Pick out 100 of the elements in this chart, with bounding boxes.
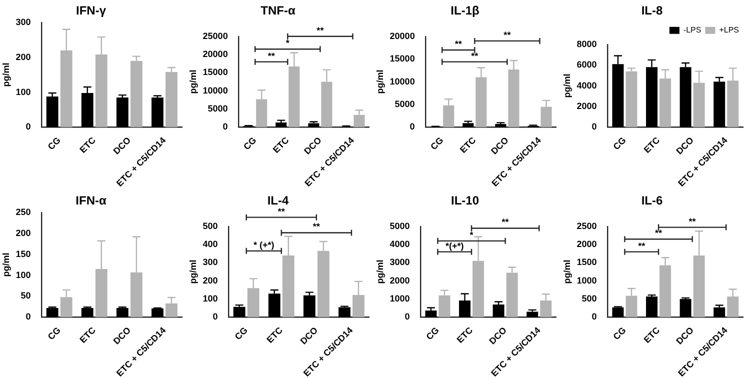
y-axis-title: pg/ml	[0, 252, 11, 276]
text: **	[316, 25, 324, 36]
bar	[46, 307, 58, 317]
bar	[714, 306, 726, 317]
chart-title: IL-1β	[450, 4, 480, 18]
annotation: **	[471, 50, 479, 61]
y-tick-label: 0	[410, 122, 415, 132]
y-tick-label: 0	[212, 311, 218, 322]
y-axis-title: pg/ml	[374, 259, 385, 284]
y-tick-label: 100	[202, 293, 218, 304]
chart-title: IFN-γ	[76, 4, 106, 18]
y-tick-label: 6000	[576, 60, 597, 70]
y-axis-title: pg/ml	[562, 74, 572, 98]
y-tick-label: 10000	[390, 76, 415, 86]
bar	[233, 306, 246, 317]
y-tick-label: 150	[16, 248, 31, 258]
bar	[526, 311, 538, 317]
y-tick-label: 0	[592, 122, 597, 132]
chart-title: IFN-α	[76, 193, 107, 208]
y-tick-label: 2000	[390, 274, 410, 285]
text: **	[278, 206, 286, 216]
x-tick-label: CG	[611, 135, 628, 152]
y-tick-label: 1000	[390, 293, 410, 304]
annotation: * (+*)	[253, 239, 274, 250]
y-tick-label: 2500	[576, 220, 597, 230]
y-tick-label: 8000	[576, 38, 597, 49]
y-tick-label: 0	[26, 122, 31, 132]
bar	[646, 296, 658, 317]
y-tick-label: 2000	[576, 238, 597, 249]
annotation: **	[655, 228, 663, 238]
annotation: *(+*)	[445, 240, 464, 250]
bar	[462, 123, 474, 128]
legend-label: +LPS	[719, 26, 740, 35]
y-tick-label: 200	[16, 227, 31, 238]
x-tick-label: CG	[242, 135, 258, 152]
y-tick-label: 20000	[202, 49, 228, 60]
y-tick-label: 0	[26, 311, 31, 322]
y-tick-label: 300	[202, 256, 218, 267]
y-axis-title: pg/ml	[562, 259, 572, 284]
y-tick-label: 250	[16, 206, 31, 216]
y-tick-label: 1000	[576, 274, 597, 285]
legend-label: -LPS	[683, 26, 702, 35]
y-tick-label: 5000	[208, 104, 228, 114]
y-tick-label: 0	[592, 311, 597, 322]
y-tick-label: 20000	[390, 30, 415, 41]
y-tick-label: 4000	[576, 80, 597, 90]
y-tick-label: 200	[16, 52, 31, 62]
bar	[425, 310, 437, 317]
bar	[46, 96, 58, 128]
bar	[495, 124, 506, 128]
y-tick-label: 4000	[390, 238, 410, 249]
y-tick-label: 2000	[576, 100, 597, 111]
annotation: **	[312, 221, 320, 232]
bar	[626, 71, 638, 128]
y-tick-label: 100	[16, 86, 31, 97]
bar	[268, 293, 280, 317]
x-tick-label: CG	[611, 324, 628, 342]
bar	[152, 308, 164, 317]
annotation: *	[470, 229, 474, 240]
y-tick-label: 400	[202, 238, 218, 249]
x-tick-label: CG	[424, 324, 441, 342]
y-tick-label: 300	[16, 16, 31, 27]
x-tick-label: CG	[428, 135, 446, 152]
x-tick-label: CG	[232, 324, 250, 342]
annotation: **	[454, 39, 462, 50]
y-tick-label: 50	[20, 290, 31, 300]
bar	[81, 307, 94, 317]
y-tick-label: 5000	[390, 220, 410, 230]
annotation: *	[286, 38, 290, 48]
annotation: **	[268, 50, 276, 61]
bar	[116, 307, 128, 317]
y-tick-label: 500	[202, 220, 218, 230]
annotation: **	[504, 30, 512, 40]
bar	[308, 123, 320, 128]
chart-title: IL-8	[641, 4, 663, 18]
y-tick-label: 0	[222, 122, 228, 132]
bar	[680, 298, 692, 317]
x-tick-label: CG	[46, 135, 63, 152]
annotation: **	[688, 216, 696, 226]
y-axis-title: pg/ml	[188, 70, 198, 94]
y-tick-label: 1500	[576, 256, 597, 267]
y-tick-label: 25000	[202, 30, 228, 41]
y-axis-title: pg/ml	[0, 62, 11, 87]
x-tick-label: CG	[46, 324, 63, 342]
y-axis-title: pg/ml	[188, 259, 198, 284]
annotation: **	[502, 216, 510, 227]
bar	[303, 294, 316, 317]
bar	[276, 122, 287, 128]
y-tick-label: 100	[16, 269, 31, 280]
y-tick-label: 3000	[390, 256, 410, 267]
y-tick-label: 5000	[394, 98, 415, 109]
y-axis-title: pg/ml	[374, 70, 385, 94]
y-tick-label: 0	[404, 311, 410, 322]
chart-title: TNF-α	[260, 4, 296, 18]
bar	[338, 306, 350, 317]
bar	[612, 306, 624, 317]
chart-title: IL-6	[641, 193, 663, 208]
annotation: **	[638, 240, 646, 250]
bar	[492, 304, 504, 317]
y-tick-label: 15000	[390, 54, 415, 64]
